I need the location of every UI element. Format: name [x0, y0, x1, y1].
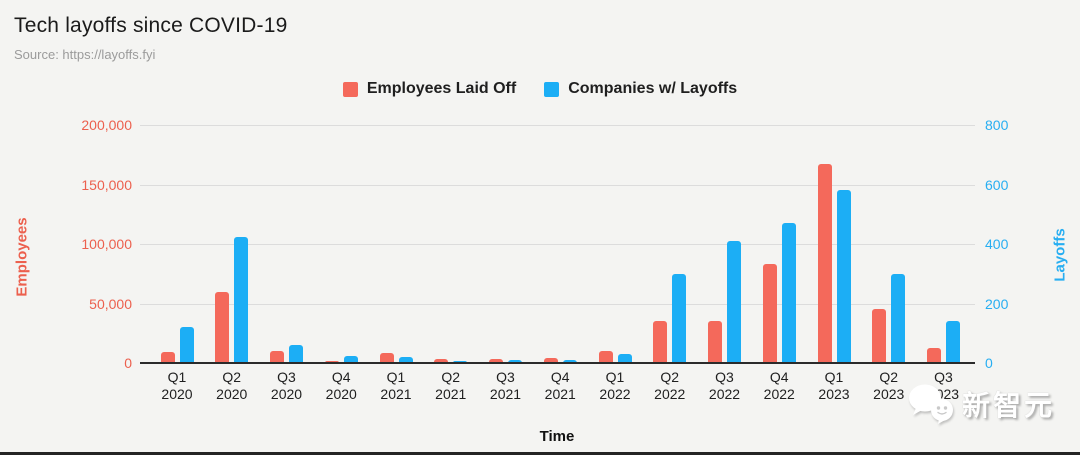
x-tick-q2-2021: Q2 2021	[435, 369, 467, 402]
bar-companies-q3-2020	[289, 345, 303, 363]
bar-companies-q1-2021	[398, 357, 413, 363]
bar-employees-q2-2021	[434, 359, 449, 363]
left-tick-50-000: 50,000	[89, 295, 132, 312]
bar-employees-q1-2023	[817, 164, 832, 363]
legend-item-employees: Employees Laid Off	[342, 80, 517, 98]
chart-source: Source: https://layoffs.fyi	[14, 47, 156, 62]
bar-companies-q4-2021	[562, 360, 577, 363]
bar-companies-q1-2020	[179, 327, 194, 363]
left-tick-0: 0	[124, 355, 132, 371]
right-tick-600: 600	[985, 176, 1009, 193]
bar-employees-q2-2023	[872, 309, 887, 363]
legend-label-employees: Employees Laid Off	[366, 80, 517, 97]
x-tick-q2-2020: Q2 2020	[216, 369, 248, 402]
x-tick-q1-2023: Q1 2023	[818, 369, 850, 402]
x-tick-q4-2020: Q4 2020	[325, 369, 357, 402]
left-tick-150-000: 150,000	[81, 176, 132, 193]
x-axis-line	[140, 362, 975, 364]
bar-employees-q4-2021	[543, 358, 558, 363]
bar-companies-q4-2022	[781, 223, 796, 363]
x-tick-q4-2022: Q4 2022	[763, 369, 795, 402]
right-tick-400: 400	[985, 236, 1009, 252]
legend-swatch-employees-icon	[342, 81, 358, 97]
x-tick-q2-2023: Q2 2023	[873, 369, 905, 402]
x-tick-q1-2021: Q1 2021	[380, 369, 412, 402]
bar-employees-q1-2020	[160, 352, 175, 363]
x-tick-q3-2020: Q3 2020	[270, 369, 303, 402]
bar-employees-q3-2020	[270, 351, 284, 363]
right-tick-200: 200	[985, 295, 1009, 312]
bar-companies-q4-2020	[343, 355, 358, 363]
bar-companies-q3-2022	[727, 241, 741, 363]
chart-title: Tech layoffs since COVID-19	[14, 14, 288, 37]
bar-employees-q3-2021	[489, 359, 503, 363]
bar-employees-q1-2021	[379, 353, 394, 363]
bar-employees-q1-2022	[598, 351, 613, 363]
wechat-logo-icon	[909, 384, 953, 424]
bar-companies-q1-2023	[836, 190, 851, 363]
x-tick-q4-2021: Q4 2021	[544, 369, 576, 402]
x-tick-q1-2020: Q1 2020	[161, 369, 193, 402]
bar-employees-q3-2023	[927, 347, 941, 363]
bar-employees-q2-2022	[653, 321, 668, 363]
x-tick-q2-2022: Q2 2022	[654, 369, 686, 402]
bar-companies-q2-2020	[234, 236, 249, 363]
bar-employees-q2-2020	[215, 291, 230, 363]
bar-companies-q2-2022	[672, 273, 687, 363]
bar-companies-q3-2021	[508, 359, 522, 363]
x-tick-q3-2021: Q3 2021	[489, 369, 522, 402]
gridline	[140, 184, 975, 186]
bar-companies-q2-2023	[891, 273, 906, 363]
right-tick-0: 0	[985, 355, 993, 371]
gridline	[140, 303, 975, 305]
bar-employees-q3-2022	[708, 321, 722, 363]
bar-employees-q4-2020	[324, 360, 339, 363]
legend-swatch-companies-icon	[544, 81, 560, 97]
bottom-border	[0, 452, 1080, 455]
x-tick-q3-2022: Q3 2022	[708, 369, 741, 402]
watermark-text: 新智元	[962, 390, 1056, 421]
bar-companies-q3-2023	[946, 321, 960, 363]
left-tick-200-000: 200,000	[81, 117, 132, 133]
left-tick-100-000: 100,000	[81, 236, 132, 252]
legend-item-companies: Companies w/ Layoffs	[544, 80, 737, 98]
legend: Employees Laid Off Companies w/ Layoffs	[0, 80, 1080, 98]
right-tick-800: 800	[985, 117, 1009, 133]
x-axis-title: Time	[539, 428, 575, 445]
legend-label-companies: Companies w/ Layoffs	[568, 80, 738, 97]
watermark: 新智元	[906, 381, 1055, 427]
gridline	[140, 125, 975, 126]
x-tick-q1-2022: Q1 2022	[599, 369, 631, 402]
bar-companies-q1-2022	[617, 354, 632, 363]
gridline	[140, 244, 975, 245]
bar-employees-q4-2022	[762, 264, 777, 363]
